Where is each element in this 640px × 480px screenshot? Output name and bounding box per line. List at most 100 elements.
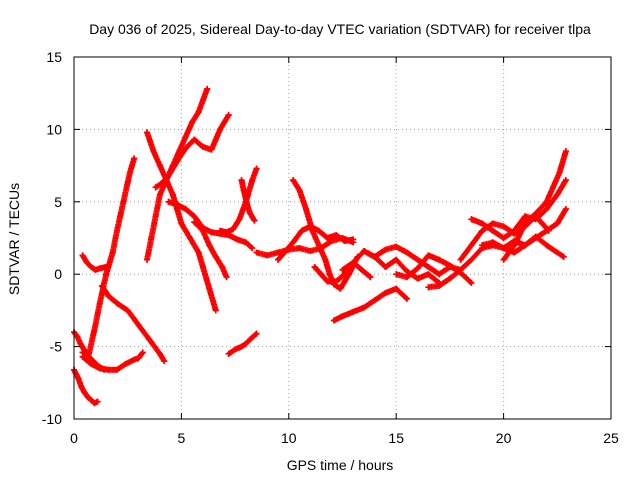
data-point [79,252,86,259]
series-arc-18 [311,259,374,285]
y-tick-label: 0 [54,266,62,282]
data-point [554,220,561,227]
series-arc-12 [217,165,260,236]
plot-frame [73,56,612,420]
data-point [298,227,305,234]
data-point [393,285,400,292]
series-arc-4 [79,349,146,373]
series-arc-27 [457,213,552,263]
data-point [414,275,421,282]
data-point [79,353,86,360]
data-point [522,213,529,220]
data-point [249,245,256,252]
data-point [174,158,181,165]
data-point [562,177,569,184]
data-point [81,389,88,396]
data-point [75,375,82,382]
data-point [94,398,101,405]
data-point [219,263,226,270]
data-point [436,282,443,289]
data-point [324,235,331,241]
data-point [457,266,464,273]
data-point [96,365,103,372]
data-point [436,256,443,263]
data-point [113,227,120,234]
data-point [169,191,176,198]
data-point [543,198,550,205]
data-point [318,271,325,278]
data-point [165,198,172,205]
series-arc-1 [71,366,101,407]
data-point [98,282,105,289]
y-tick-label: 15 [46,49,62,65]
data-point [88,360,95,367]
data-point [159,179,166,186]
data-point [436,271,443,278]
series-markers [217,165,260,236]
data-point [223,274,230,281]
data-point [489,220,496,227]
data-point [500,245,507,252]
data-point [229,226,236,233]
data-point [500,235,507,241]
data-point [238,177,245,184]
data-point [247,210,254,217]
data-point [208,146,215,153]
data-point [322,256,329,263]
series-arc-5 [79,252,110,273]
data-point [124,307,131,314]
data-point [191,213,198,220]
x-tick-label: 25 [603,430,619,446]
x-tick-label: 0 [70,430,78,446]
data-point [360,248,367,255]
data-point [146,336,153,343]
plot-area [71,85,569,407]
data-point [326,271,333,278]
data-point [135,355,142,362]
data-point [554,249,561,256]
data-point [109,249,116,256]
x-tick-label: 20 [496,430,512,446]
series-arc-7 [144,85,211,263]
data-point [532,233,539,240]
data-point [150,148,157,155]
data-point [131,155,138,162]
data-point [403,249,410,256]
data-point [468,216,475,223]
data-point [195,109,202,116]
x-tick-label: 15 [388,430,404,446]
series-markers [79,155,138,357]
data-point [88,263,95,270]
data-point [315,242,322,249]
chart-title: Day 036 of 2025, Sidereal Day-to-day VTE… [89,21,591,37]
data-point [403,268,410,275]
data-point [92,266,99,273]
data-point [543,242,550,249]
data-point [156,191,163,198]
data-point [290,177,297,184]
data-point [500,223,507,230]
data-point [96,265,103,272]
data-point [223,229,230,236]
data-point [425,271,432,278]
data-point [330,317,337,324]
data-point [78,384,85,391]
y-tick-label: 10 [46,121,62,137]
data-point [83,259,90,266]
data-point [264,252,271,259]
data-point [468,256,475,263]
series-arc-9 [152,111,232,191]
data-point [311,263,318,270]
data-point [382,246,389,253]
data-point [161,358,168,365]
axes: 0 5 10 15 20 25 -10 -5 0 5 10 15 [42,49,619,446]
data-point [468,279,475,286]
data-point [156,162,163,169]
data-point [511,230,518,237]
data-point [425,284,432,291]
data-point [414,265,421,272]
data-point [217,227,224,234]
series-arc-6 [98,282,168,365]
data-point [350,236,357,243]
data-point [217,126,224,133]
